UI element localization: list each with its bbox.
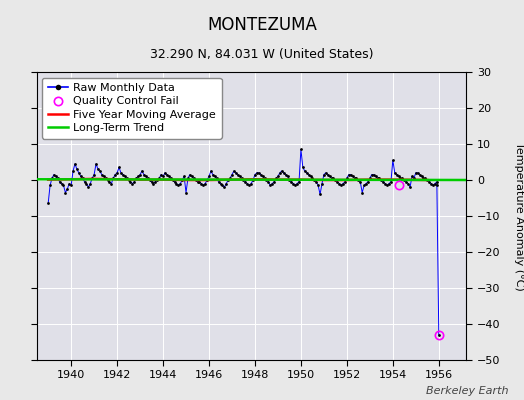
Y-axis label: Temperature Anomaly (°C): Temperature Anomaly (°C) xyxy=(514,142,524,290)
Text: Berkeley Earth: Berkeley Earth xyxy=(426,386,508,396)
Legend: Raw Monthly Data, Quality Control Fail, Five Year Moving Average, Long-Term Tren: Raw Monthly Data, Quality Control Fail, … xyxy=(42,78,222,139)
Text: 32.290 N, 84.031 W (United States): 32.290 N, 84.031 W (United States) xyxy=(150,48,374,61)
Text: MONTEZUMA: MONTEZUMA xyxy=(207,16,317,34)
